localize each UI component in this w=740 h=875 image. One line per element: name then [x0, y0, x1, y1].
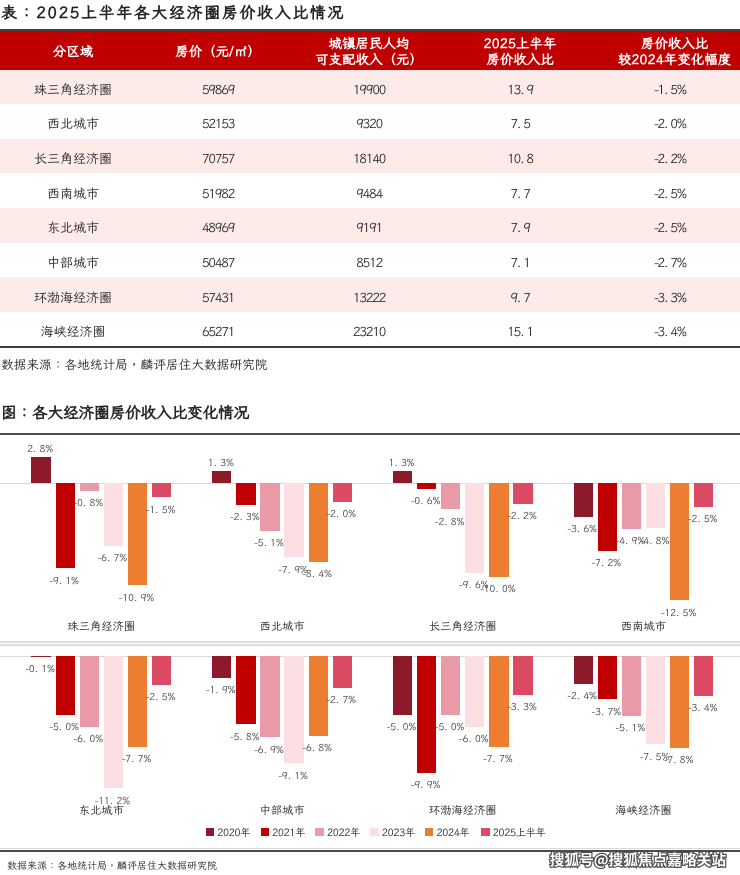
svg-text:搜狐号@搜狐焦点嘉略关站: 搜狐号@搜狐焦点嘉略关站 — [550, 849, 727, 870]
